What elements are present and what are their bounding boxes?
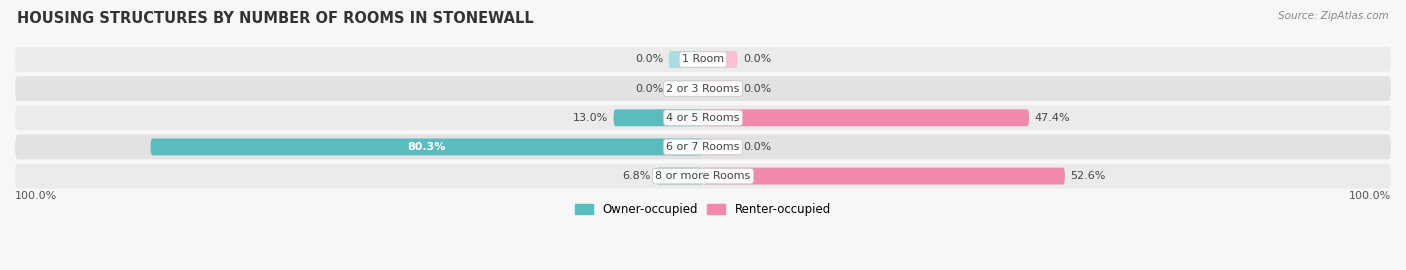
FancyBboxPatch shape bbox=[15, 134, 1391, 159]
Text: 0.0%: 0.0% bbox=[636, 84, 664, 94]
FancyBboxPatch shape bbox=[15, 164, 1391, 188]
Text: 0.0%: 0.0% bbox=[742, 142, 770, 152]
Text: 80.3%: 80.3% bbox=[408, 142, 446, 152]
FancyBboxPatch shape bbox=[15, 47, 1391, 72]
Text: 13.0%: 13.0% bbox=[572, 113, 607, 123]
Text: 100.0%: 100.0% bbox=[15, 191, 58, 201]
Text: HOUSING STRUCTURES BY NUMBER OF ROOMS IN STONEWALL: HOUSING STRUCTURES BY NUMBER OF ROOMS IN… bbox=[17, 11, 534, 26]
FancyBboxPatch shape bbox=[657, 168, 703, 184]
Text: 8 or more Rooms: 8 or more Rooms bbox=[655, 171, 751, 181]
Text: 6 or 7 Rooms: 6 or 7 Rooms bbox=[666, 142, 740, 152]
Text: 0.0%: 0.0% bbox=[636, 55, 664, 65]
FancyBboxPatch shape bbox=[669, 51, 703, 68]
Text: 0.0%: 0.0% bbox=[742, 55, 770, 65]
FancyBboxPatch shape bbox=[703, 51, 737, 68]
FancyBboxPatch shape bbox=[703, 80, 737, 97]
FancyBboxPatch shape bbox=[703, 168, 1064, 184]
Text: 1 Room: 1 Room bbox=[682, 55, 724, 65]
Text: 47.4%: 47.4% bbox=[1035, 113, 1070, 123]
Text: 6.8%: 6.8% bbox=[623, 171, 651, 181]
FancyBboxPatch shape bbox=[150, 139, 703, 155]
FancyBboxPatch shape bbox=[15, 105, 1391, 130]
FancyBboxPatch shape bbox=[15, 76, 1391, 101]
Text: 100.0%: 100.0% bbox=[1348, 191, 1391, 201]
FancyBboxPatch shape bbox=[613, 109, 703, 126]
Text: 0.0%: 0.0% bbox=[742, 84, 770, 94]
FancyBboxPatch shape bbox=[703, 139, 737, 155]
Text: 2 or 3 Rooms: 2 or 3 Rooms bbox=[666, 84, 740, 94]
FancyBboxPatch shape bbox=[669, 80, 703, 97]
Text: Source: ZipAtlas.com: Source: ZipAtlas.com bbox=[1278, 11, 1389, 21]
Legend: Owner-occupied, Renter-occupied: Owner-occupied, Renter-occupied bbox=[571, 198, 835, 221]
Text: 4 or 5 Rooms: 4 or 5 Rooms bbox=[666, 113, 740, 123]
FancyBboxPatch shape bbox=[703, 109, 1029, 126]
Text: 52.6%: 52.6% bbox=[1070, 171, 1105, 181]
